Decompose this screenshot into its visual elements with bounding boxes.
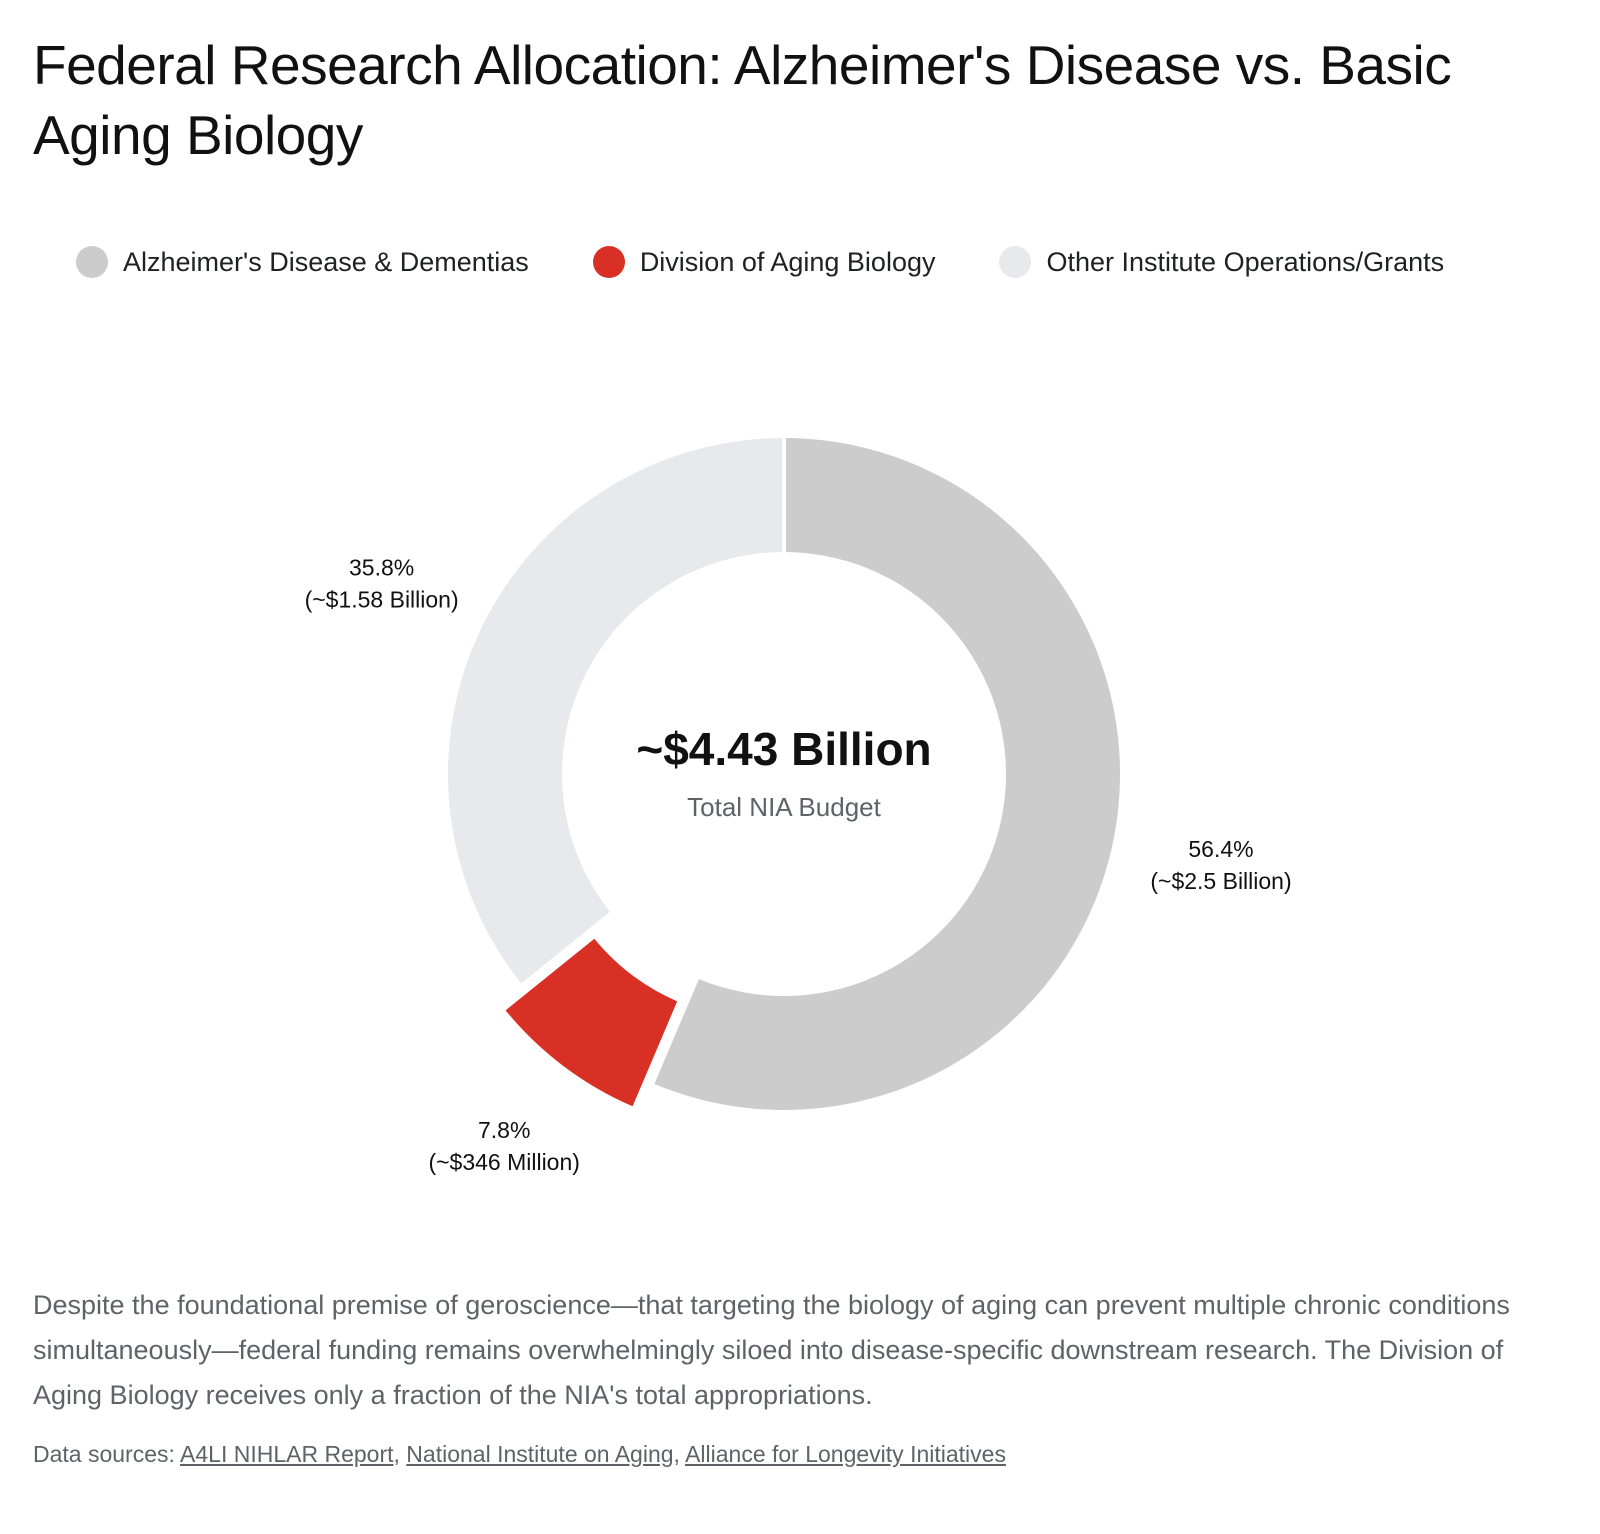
legend-label-other-operations: Other Institute Operations/Grants xyxy=(1046,246,1445,277)
sources-separator: , xyxy=(673,1441,686,1467)
legend-swatch-other-operations xyxy=(999,246,1032,278)
donut-chart: 56.4% (~$2.5 Billion) 7.8% (~$346 Million) 3… xyxy=(305,438,1292,1176)
legend-swatch-aging-biology xyxy=(592,246,625,278)
legend-item-alzheimers[interactable]: Alzheimer's Disease & Dementias xyxy=(76,246,529,278)
slice-amount-label-alzheimers: (~$2.5 Billion) xyxy=(1150,868,1291,894)
slice-labels: 56.4% (~$2.5 Billion) 7.8% (~$346 Million) 3… xyxy=(305,555,1292,1176)
chart-description: Despite the foundational premise of gero… xyxy=(33,1290,1510,1410)
legend-swatch-alzheimers xyxy=(76,246,108,278)
slice-percent-label-other-operations: 35.8% xyxy=(349,555,414,581)
donut-slices xyxy=(447,438,1120,1110)
slice-amount-label-other-operations: (~$1.58 Billion) xyxy=(305,587,459,613)
legend-item-other-operations[interactable]: Other Institute Operations/Grants xyxy=(999,246,1444,278)
data-sources: Data sources: A4LI NIHLAR Report, Nation… xyxy=(33,1438,1573,1470)
legend-label-aging-biology: Division of Aging Biology xyxy=(639,246,936,277)
slice-amount-label-aging-biology: (~$346 Million) xyxy=(428,1149,580,1175)
slice-percent-label-alzheimers: 56.4% xyxy=(1188,836,1253,862)
legend-item-aging-biology[interactable]: Division of Aging Biology xyxy=(592,246,936,278)
center-total-label: Total NIA Budget xyxy=(687,792,881,822)
source-link-a4li-nihlar[interactable]: A4LI NIHLAR Report xyxy=(180,1441,394,1467)
donut-slice-alzheimers[interactable] xyxy=(654,438,1120,1110)
slice-percent-label-aging-biology: 7.8% xyxy=(478,1117,530,1143)
legend-label-alzheimers: Alzheimer's Disease & Dementias xyxy=(123,246,529,277)
chart-legend: Alzheimer's Disease & Dementias Division… xyxy=(76,240,1444,284)
sources-separator: , xyxy=(393,1441,407,1467)
center-total-value: ~$4.43 Billion xyxy=(636,723,931,775)
source-link-nia[interactable]: National Institute on Aging xyxy=(406,1441,674,1467)
source-link-alliance-longevity[interactable]: Alliance for Longevity Initiatives xyxy=(685,1441,1006,1467)
chart-title: Federal Research Allocation: Alzheimer's… xyxy=(33,34,1452,166)
sources-prefix: Data sources: xyxy=(33,1441,181,1467)
donut-slice-aging-biology[interactable] xyxy=(505,938,678,1107)
donut-slice-other-operations[interactable] xyxy=(447,438,782,984)
